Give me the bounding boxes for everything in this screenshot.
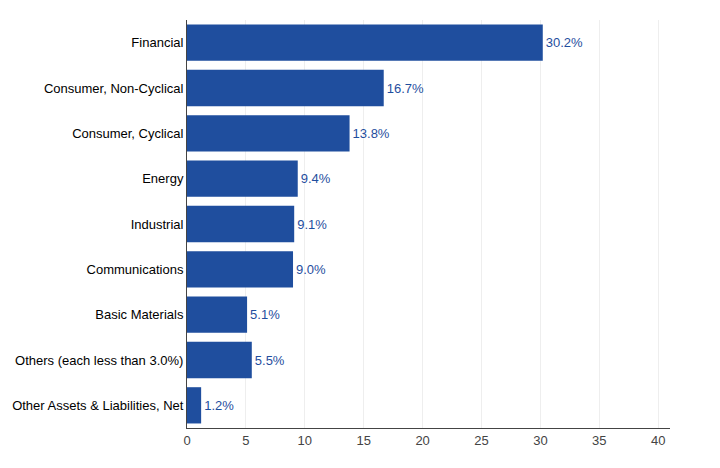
svg-text:9.0%: 9.0% <box>296 262 326 277</box>
svg-text:30.2%: 30.2% <box>546 35 583 50</box>
svg-text:9.4%: 9.4% <box>301 171 331 186</box>
svg-text:1.2%: 1.2% <box>204 398 234 413</box>
svg-text:Financial: Financial <box>131 35 183 50</box>
svg-text:10: 10 <box>298 433 312 448</box>
svg-text:Basic Materials: Basic Materials <box>95 307 184 322</box>
svg-text:25: 25 <box>474 433 488 448</box>
svg-text:5.5%: 5.5% <box>255 353 285 368</box>
svg-text:Other Assets & Liabilities, Ne: Other Assets & Liabilities, Net <box>12 398 184 413</box>
svg-text:Communications: Communications <box>87 262 184 277</box>
svg-text:5: 5 <box>242 433 249 448</box>
svg-text:0: 0 <box>183 433 190 448</box>
svg-text:35: 35 <box>592 433 606 448</box>
svg-text:Energy: Energy <box>142 171 184 186</box>
svg-text:30: 30 <box>533 433 547 448</box>
svg-text:Consumer, Cyclical: Consumer, Cyclical <box>72 126 183 141</box>
svg-text:16.7%: 16.7% <box>387 81 424 96</box>
svg-text:5.1%: 5.1% <box>250 307 280 322</box>
svg-text:20: 20 <box>415 433 429 448</box>
svg-text:Consumer, Non-Cyclical: Consumer, Non-Cyclical <box>44 81 184 96</box>
svg-text:9.1%: 9.1% <box>297 217 327 232</box>
svg-text:Industrial: Industrial <box>131 217 184 232</box>
svg-text:15: 15 <box>356 433 370 448</box>
svg-text:Others (each less than 3.0%): Others (each less than 3.0%) <box>15 353 183 368</box>
svg-text:13.8%: 13.8% <box>353 126 390 141</box>
svg-text:40: 40 <box>651 433 665 448</box>
